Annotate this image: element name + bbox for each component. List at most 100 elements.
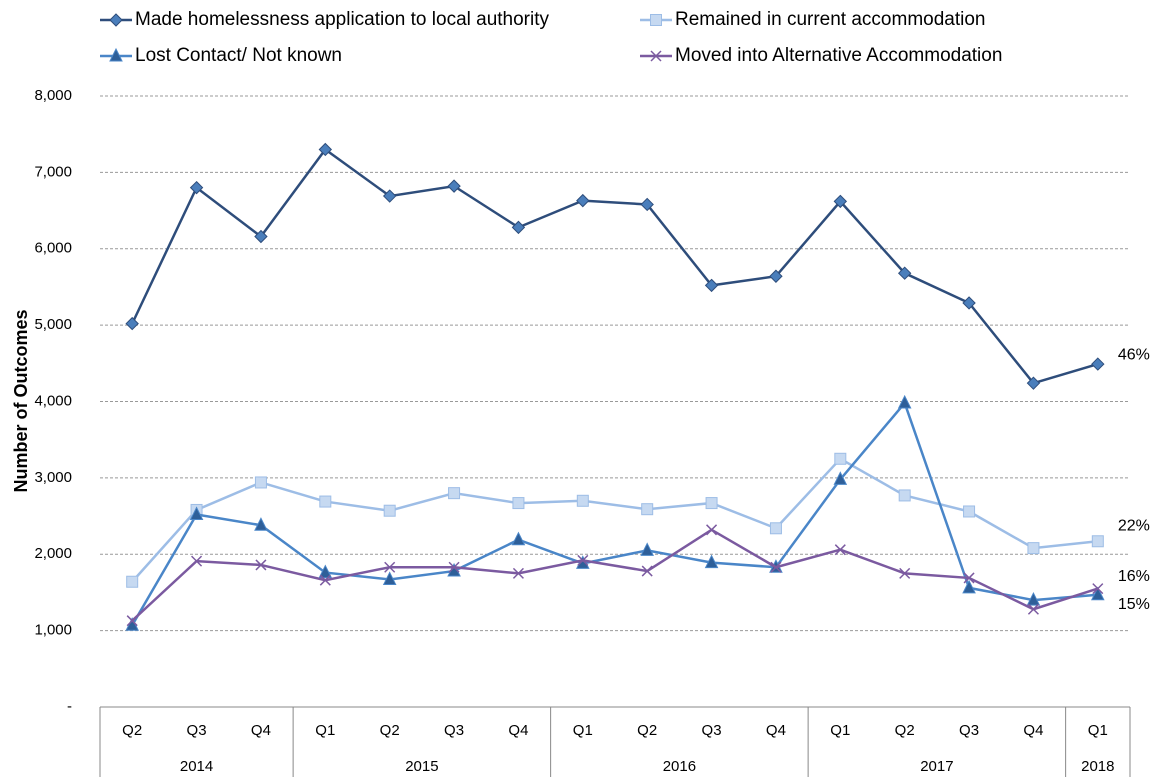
point (1027, 603, 1039, 615)
end-label: 15% (1118, 596, 1150, 613)
y-tick-label: 3,000 (34, 469, 72, 486)
point (704, 278, 719, 293)
x-tick-label: Q4 (508, 722, 528, 739)
point (1027, 542, 1040, 555)
point (834, 452, 847, 465)
point (126, 615, 138, 627)
x-tick-label: Q1 (315, 722, 335, 739)
y-tick-label: 7,000 (34, 163, 72, 180)
point (448, 487, 461, 500)
x-tick-label: Q2 (380, 722, 400, 739)
point (769, 522, 782, 535)
x-group-label: 2015 (405, 758, 438, 775)
point (255, 559, 267, 571)
legend-label: Remained in current accommodation (675, 9, 986, 30)
point (318, 142, 333, 157)
x-tick-label: Q3 (959, 722, 979, 739)
point (382, 189, 397, 203)
point (833, 194, 848, 209)
point (512, 567, 524, 579)
series-line (131, 528, 1099, 622)
point (254, 229, 268, 244)
point (384, 561, 396, 573)
point (1092, 583, 1104, 595)
point (962, 296, 976, 310)
point (704, 554, 719, 569)
point (189, 180, 204, 195)
point (576, 193, 590, 208)
point (833, 471, 848, 485)
series-line (131, 400, 1098, 626)
legend-marker (109, 13, 123, 27)
x-tick-label: Q4 (766, 722, 786, 739)
legend-marker (650, 14, 662, 26)
point (641, 565, 653, 577)
x-tick-label: Q2 (895, 722, 915, 739)
point (706, 524, 718, 536)
x-group-label: 2016 (663, 758, 696, 775)
point (319, 574, 331, 586)
point (576, 494, 589, 507)
point (834, 544, 846, 556)
x-group-label: 2017 (920, 758, 953, 775)
point (705, 497, 718, 510)
point (1026, 376, 1041, 390)
legend-marker (109, 47, 123, 62)
legend-label: Moved into Alternative Accommodation (675, 45, 1002, 66)
point (962, 579, 976, 594)
point (448, 561, 460, 573)
y-tick-label: 4,000 (34, 392, 72, 409)
point (447, 179, 461, 193)
point (512, 497, 525, 510)
point (577, 554, 589, 566)
point (963, 572, 975, 584)
point (963, 505, 976, 518)
point (383, 504, 396, 517)
point (126, 575, 139, 588)
point (1091, 357, 1105, 371)
y-tick-label: 2,000 (34, 545, 72, 562)
point (640, 542, 654, 556)
point (254, 476, 267, 489)
point (899, 567, 911, 579)
point (897, 394, 912, 409)
series-line (131, 147, 1099, 385)
x-tick-label: Q2 (122, 722, 142, 739)
legend-marker (650, 50, 662, 62)
x-tick-label: Q3 (702, 722, 722, 739)
x-tick-label: Q4 (1023, 722, 1043, 739)
point (640, 197, 654, 212)
y-tick-label: 5,000 (34, 316, 72, 333)
x-tick-label: Q2 (637, 722, 657, 739)
y-axis-title: Number of Outcomes (11, 309, 31, 492)
point (897, 266, 912, 280)
point (1026, 591, 1041, 606)
point (254, 517, 268, 531)
y-tick-label: - (67, 698, 72, 715)
x-tick-label: Q1 (1088, 722, 1108, 739)
point (511, 220, 526, 235)
point (1091, 535, 1104, 548)
x-tick-label: Q1 (830, 722, 850, 739)
x-tick-label: Q3 (444, 722, 464, 739)
end-label: 46% (1118, 346, 1150, 363)
y-tick-label: 1,000 (34, 622, 72, 639)
point (191, 555, 203, 567)
point (769, 269, 783, 283)
point (641, 503, 654, 516)
x-tick-label: Q4 (251, 722, 271, 739)
series-line (131, 457, 1098, 583)
x-tick-label: Q1 (573, 722, 593, 739)
x-tick-label: Q3 (187, 722, 207, 739)
point (1091, 586, 1105, 601)
legend-label: Lost Contact/ Not known (135, 45, 342, 66)
point (189, 506, 204, 521)
end-label: 16% (1118, 568, 1150, 585)
point (898, 489, 911, 502)
point (125, 316, 139, 331)
point (511, 531, 526, 546)
y-tick-label: 6,000 (34, 240, 72, 257)
y-tick-label: 8,000 (34, 87, 72, 104)
